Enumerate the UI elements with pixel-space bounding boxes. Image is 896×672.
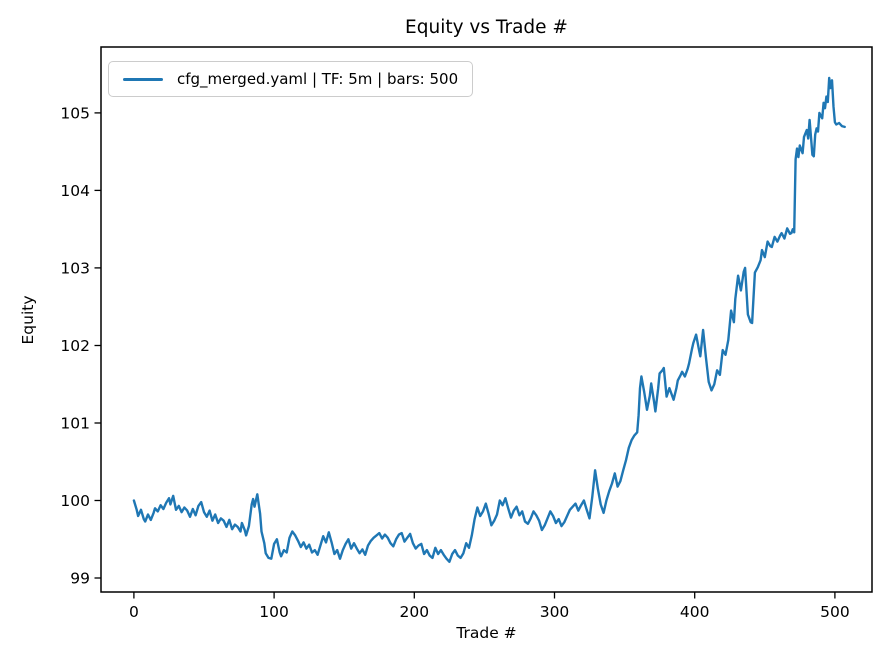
x-tick-label: 500 [820,603,850,621]
x-tick-label: 300 [540,603,570,621]
x-tick-label: 100 [259,603,289,621]
legend-label: cfg_merged.yaml | TF: 5m | bars: 500 [177,70,459,88]
y-tick-label: 104 [60,182,90,200]
legend: cfg_merged.yaml | TF: 5m | bars: 500 [108,61,474,97]
y-tick-label: 101 [60,415,90,433]
y-tick-label: 103 [60,259,90,277]
x-tick-label: 0 [129,603,139,621]
x-tick-label: 200 [400,603,430,621]
x-tick-label: 400 [680,603,710,621]
y-tick-label: 100 [60,492,90,510]
chart-title: Equity vs Trade # [405,17,568,38]
y-axis-label: Equity [19,295,37,345]
y-tick-label: 99 [70,570,90,588]
x-axis-label: Trade # [456,624,517,642]
equity-line [132,76,846,563]
legend-line-swatch [123,77,163,81]
axes-frame [100,46,873,593]
y-tick-label: 105 [60,104,90,122]
y-tick-label: 102 [60,337,90,355]
